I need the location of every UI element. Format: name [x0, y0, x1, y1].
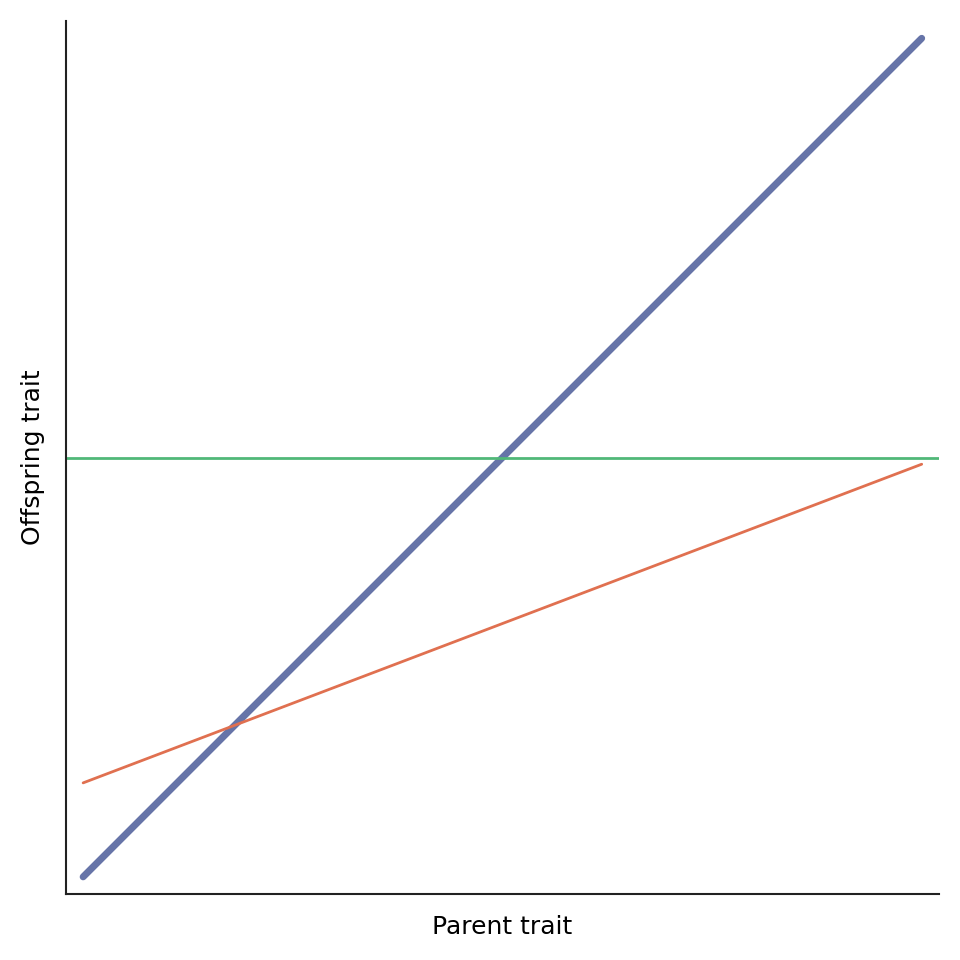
Y-axis label: Offspring trait: Offspring trait [21, 370, 45, 545]
X-axis label: Parent trait: Parent trait [432, 915, 572, 939]
